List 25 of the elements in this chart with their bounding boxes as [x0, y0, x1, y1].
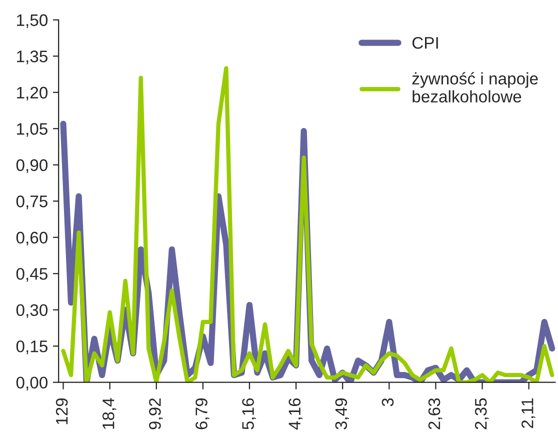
- legend-label: CPI: [412, 36, 438, 49]
- x-tick-label: 5,16: [242, 398, 256, 430]
- legend-label: żywność i napoje bezalkoholowe: [412, 72, 538, 102]
- x-tick-label: 18,4: [102, 398, 116, 429]
- x-tick-label: 2,63: [428, 398, 442, 430]
- line-series: [61, 66, 554, 382]
- x-tick-label: 4,16: [288, 398, 302, 430]
- x-tick-label: 3,49: [335, 398, 350, 430]
- x-tick-label: 2,35: [474, 398, 489, 430]
- y-tick-label: 0,60: [16, 232, 48, 246]
- y-tick-label: 0,75: [16, 196, 48, 210]
- y-tick-label: 0,00: [16, 376, 48, 390]
- y-tick-label: 0,45: [16, 268, 48, 282]
- y-tick-label: 0,30: [16, 304, 48, 318]
- y-tick-label: 0,90: [16, 159, 48, 174]
- y-tick-label: 0,15: [16, 340, 48, 354]
- y-tick-label: 1,05: [17, 123, 48, 137]
- y-tick-label: 1,20: [17, 86, 48, 101]
- y-tick-label: 1,35: [17, 50, 48, 64]
- x-tick-label: 6,79: [196, 398, 210, 430]
- y-tick-label: 1,50: [17, 14, 48, 28]
- x-tick-label: 9,92: [149, 398, 163, 430]
- x-tick-label: 129: [56, 398, 68, 424]
- x-tick-label: 3: [382, 398, 394, 406]
- x-tick-label: 2,11: [522, 398, 536, 428]
